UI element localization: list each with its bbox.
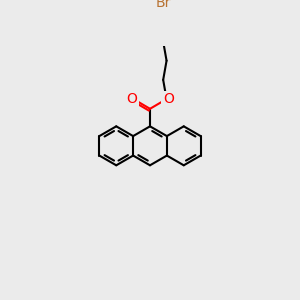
Text: Br: Br (155, 0, 171, 10)
Text: O: O (163, 92, 174, 106)
Text: O: O (126, 92, 137, 106)
